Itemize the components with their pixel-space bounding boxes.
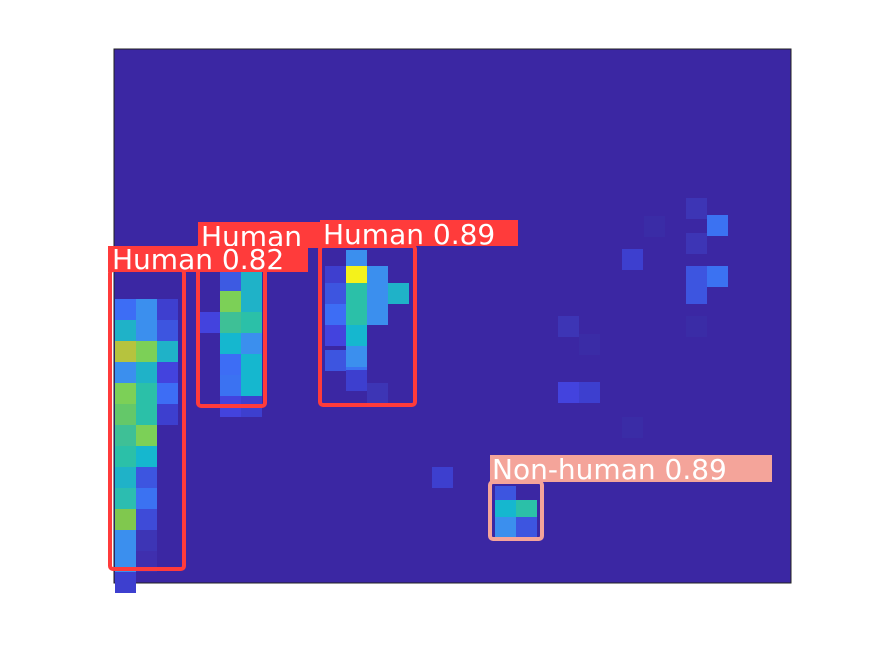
heatmap-cell [325, 283, 346, 304]
heatmap-cell [136, 404, 157, 425]
heatmap-cell [136, 320, 157, 341]
heatmap-cell [115, 467, 136, 488]
heatmap-cell [325, 350, 346, 371]
heatmap-cell [579, 334, 600, 355]
heatmap-cell [136, 362, 157, 383]
heatmap-cell [346, 346, 367, 367]
heatmap-cell [220, 312, 241, 333]
heatmap-cell [136, 530, 157, 551]
heatmap-cell [157, 320, 178, 341]
heatmap-cell [241, 333, 262, 354]
heatmap-cell [686, 283, 707, 304]
heatmap-cell [115, 404, 136, 425]
heatmap-cell [115, 530, 136, 551]
heatmap-cell [346, 370, 367, 391]
heatmap-cell [136, 551, 157, 572]
heatmap-cell [707, 215, 728, 236]
heatmap-cell [388, 283, 409, 304]
heatmap-cell [686, 316, 707, 337]
heatmap-cell [644, 216, 665, 237]
heatmap-cell [157, 299, 178, 320]
heatmap-cell [136, 383, 157, 404]
heatmap-cell [115, 299, 136, 320]
heatmap-cell [115, 383, 136, 404]
human-3-label-background [320, 220, 518, 246]
heatmap-cell [346, 325, 367, 346]
heatmap-cell [115, 362, 136, 383]
human-3-label: Human 0.89 [323, 218, 495, 251]
non-human-1-label-background [490, 455, 772, 482]
heatmap-cell [115, 446, 136, 467]
heatmap-cell [157, 362, 178, 383]
heatmap-cell [241, 375, 262, 396]
heatmap-cell [136, 467, 157, 488]
heatmap-cell [558, 382, 579, 403]
heatmap-cell [220, 291, 241, 312]
heatmap-cell [707, 266, 728, 287]
heatmap-cell [115, 488, 136, 509]
heatmap-cell [115, 425, 136, 446]
heatmap-cells [115, 198, 728, 593]
human-1-label: Human 0.82 [112, 243, 284, 276]
heatmap-cell [157, 341, 178, 362]
heatmap-cell [157, 383, 178, 404]
heatmap-cell [241, 270, 262, 291]
heatmap-cell [115, 572, 136, 593]
heatmap-cell [115, 551, 136, 572]
heatmap-cell [136, 341, 157, 362]
heatmap-cell [346, 304, 367, 325]
heatmap-cell [367, 304, 388, 325]
heatmap-cell [346, 250, 367, 271]
heatmap-cell [115, 320, 136, 341]
heatmap-cell [220, 354, 241, 375]
heatmap-cell [241, 291, 262, 312]
heatmap-cell [367, 383, 388, 404]
heatmap-cell [495, 500, 516, 521]
heatmap-cell [136, 509, 157, 530]
heatmap-cell [346, 283, 367, 304]
heatmap-cell [686, 233, 707, 254]
heatmap-cell [136, 299, 157, 320]
heatmap-cell [220, 375, 241, 396]
human-1-label-background [108, 246, 308, 272]
heatmap-cell [367, 266, 388, 287]
heatmap-cell [325, 304, 346, 325]
heatmap-cell [136, 425, 157, 446]
heatmap-cell [199, 312, 220, 333]
heatmap-cell [432, 467, 453, 488]
heatmap-cell [622, 417, 643, 438]
heatmap-cell [157, 404, 178, 425]
heatmap-cell [622, 249, 643, 270]
heatmap-cell [686, 198, 707, 219]
heatmap-cell [220, 333, 241, 354]
non-human-1-label: Non-human 0.89 [492, 453, 727, 486]
heatmap-cell [136, 446, 157, 467]
heatmap-cell [325, 325, 346, 346]
heatmap-cell [241, 354, 262, 375]
heatmap-cell [115, 341, 136, 362]
human-2-label-background [198, 222, 320, 248]
heatmap-cell [516, 500, 537, 521]
heatmap-cell [579, 382, 600, 403]
heatmap-cell [558, 316, 579, 337]
heatmap-cell [495, 517, 516, 538]
heatmap-cell [367, 283, 388, 304]
heatmap-cell [136, 488, 157, 509]
heatmap-cell [115, 509, 136, 530]
heatmap-cell [346, 266, 367, 287]
heatmap-cell [241, 312, 262, 333]
heatmap-cell [686, 266, 707, 287]
heatmap-cell [220, 270, 241, 291]
heatmap-cell [516, 517, 537, 538]
heatmap-cell [325, 266, 346, 287]
